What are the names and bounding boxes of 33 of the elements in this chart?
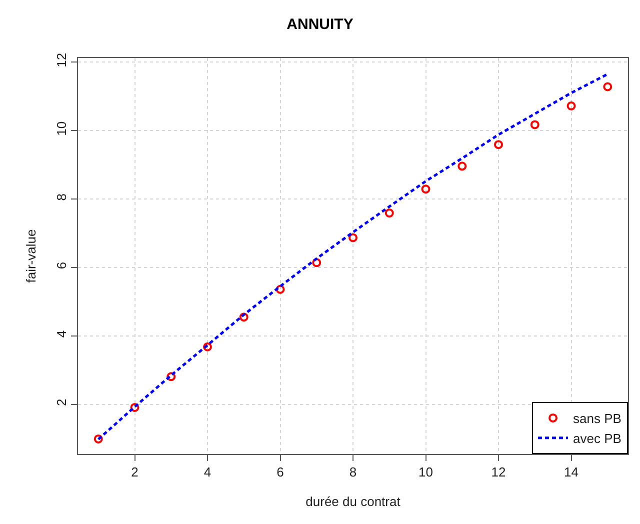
x-tick-label: 10	[418, 464, 433, 480]
point	[566, 101, 576, 110]
point	[458, 162, 467, 171]
y-tick-label: 4	[54, 330, 69, 338]
point	[130, 402, 140, 412]
x-tick-label: 8	[349, 464, 357, 480]
x-tick-label: 14	[564, 464, 578, 480]
point	[239, 312, 248, 322]
point	[312, 258, 322, 268]
y-axis-title: fair-value	[24, 229, 39, 283]
legend-label: avec PB	[573, 430, 622, 446]
point	[276, 284, 285, 294]
chart-title: ANNUITY	[286, 16, 354, 33]
y-tick-label: 2	[54, 398, 69, 406]
point	[494, 140, 503, 150]
point	[530, 120, 540, 130]
x-tick-label: 6	[276, 464, 284, 480]
point	[384, 208, 394, 218]
x-tick-label: 12	[491, 464, 506, 480]
y-tick-label: 6	[54, 262, 69, 270]
x-axis-title: durée du contrat	[306, 494, 401, 510]
x-tick-label: 2	[131, 464, 138, 480]
point	[603, 82, 612, 92]
point	[203, 342, 212, 352]
point	[166, 372, 176, 382]
y-tick-label: 12	[54, 52, 69, 68]
y-tick-label: 8	[54, 193, 69, 201]
point	[94, 434, 103, 444]
legend-label: sans PB	[573, 411, 622, 426]
point	[348, 233, 358, 242]
point	[421, 184, 430, 194]
y-tick-label: 10	[54, 121, 69, 136]
x-tick-label: 4	[204, 464, 212, 480]
